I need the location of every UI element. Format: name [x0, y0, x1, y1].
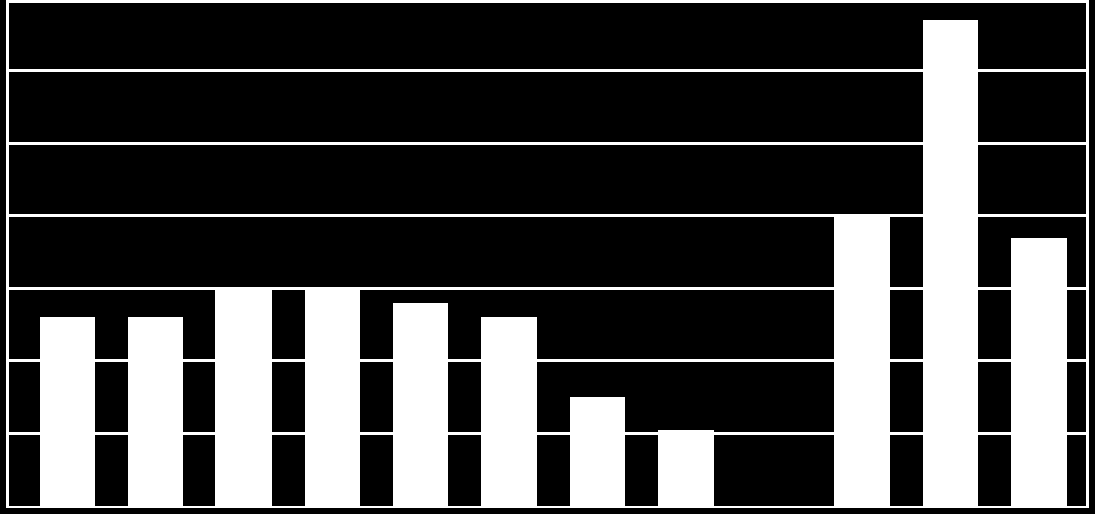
gridline: [9, 359, 1086, 362]
gridline: [9, 432, 1086, 435]
bar: [658, 430, 714, 506]
gridline: [9, 69, 1086, 72]
plot-area: [6, 0, 1089, 508]
bar-chart: [0, 0, 1095, 514]
gridline: [9, 142, 1086, 145]
bar: [305, 288, 360, 506]
gridline: [9, 214, 1086, 217]
bar: [128, 317, 183, 506]
bar: [215, 288, 272, 506]
gridline: [9, 287, 1086, 290]
bar: [1011, 238, 1067, 507]
bar: [570, 397, 625, 506]
bars-layer: [9, 3, 1086, 506]
bar: [393, 303, 448, 506]
bar: [481, 317, 537, 506]
bar: [40, 317, 95, 506]
